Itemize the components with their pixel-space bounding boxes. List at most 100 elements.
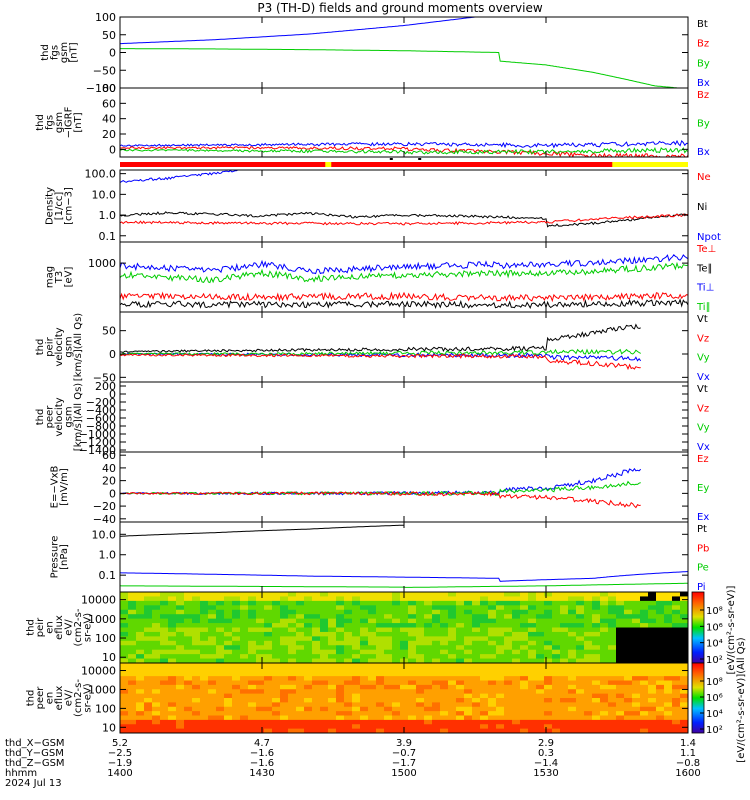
spectrogram-cell: [376, 640, 385, 646]
spectrogram-cell: [144, 663, 153, 668]
spectrogram-cell: [160, 631, 169, 637]
spectrogram-cell: [544, 649, 553, 655]
spectrogram-cell: [248, 706, 257, 712]
spectrogram-cell: [608, 614, 617, 620]
spectrogram-cell: [344, 640, 353, 646]
spectrogram-cell: [128, 605, 137, 611]
spectrogram-cell: [376, 667, 385, 673]
spectrogram-cell: [552, 600, 561, 606]
spectrogram-cell: [616, 663, 625, 668]
spectrogram-cell: [640, 728, 649, 733]
spectrogram-cell: [400, 605, 409, 611]
spectrogram-cell: [576, 671, 585, 677]
spectrogram-cell: [416, 715, 425, 721]
spectrogram-cell: [272, 684, 281, 690]
spectrogram-cell: [136, 724, 145, 730]
spectrogram-cell: [144, 654, 153, 660]
spectrogram-cell: [408, 605, 417, 611]
spectrogram-cell: [568, 671, 577, 677]
spectrogram-cell: [368, 711, 377, 717]
spectrogram-cell: [384, 676, 393, 682]
spectrogram-cell: [672, 623, 681, 629]
spectrogram-cell: [664, 667, 673, 673]
spectrogram-cell: [664, 680, 673, 686]
spectrogram-cell: [576, 596, 585, 602]
y-tick-label: −200: [86, 396, 116, 409]
spectrogram-cell: [632, 609, 641, 615]
spectrogram-cell: [384, 623, 393, 629]
spectrogram-cell: [264, 600, 273, 606]
spectrogram-cell: [568, 592, 577, 598]
spectrogram-cell: [560, 667, 569, 673]
spectrogram-cell: [624, 627, 633, 633]
spectrogram-cell: [232, 654, 241, 660]
spectrogram-cell: [424, 711, 433, 717]
y-tick-label: 200: [95, 380, 116, 393]
spectrogram-cell: [528, 684, 537, 690]
spectrogram-cell: [168, 649, 177, 655]
spectrogram-cell: [496, 614, 505, 620]
spectrogram-cell: [616, 609, 625, 615]
spectrogram-cell: [248, 623, 257, 629]
spectrogram-cell: [368, 649, 377, 655]
spectrogram-cell: [192, 600, 201, 606]
spectrogram-cell: [368, 715, 377, 721]
spectrogram-cell: [616, 684, 625, 690]
spectrogram-cell: [632, 693, 641, 699]
spectrogram-cell: [648, 728, 657, 733]
spectrogram-cell: [352, 728, 361, 733]
spectrogram-cell: [368, 706, 377, 712]
spectrogram-cell: [264, 645, 273, 651]
spectrogram-cell: [240, 671, 249, 677]
spectrogram-cell: [240, 636, 249, 642]
spectrogram-cell: [232, 658, 241, 663]
spectrogram-cell: [208, 654, 217, 660]
spectrogram-cell: [432, 614, 441, 620]
spectrogram-cell: [120, 645, 129, 651]
spectrogram-cell: [128, 715, 137, 721]
spectrogram-cell: [432, 649, 441, 655]
spectrogram-cell: [352, 636, 361, 642]
spectrogram-cell: [120, 627, 129, 633]
spectrogram-cell: [568, 702, 577, 708]
spectrogram-cell: [256, 658, 265, 663]
spectrogram-cell: [168, 645, 177, 651]
spectrogram-cell: [520, 706, 529, 712]
spectrogram-cell: [368, 719, 377, 725]
spectrogram-cell: [152, 631, 161, 637]
spectrogram-cell: [240, 719, 249, 725]
spectrogram-cell: [328, 715, 337, 721]
spectrogram-cell: [464, 680, 473, 686]
spectrogram-cell: [296, 689, 305, 695]
spectrogram-cell: [576, 702, 585, 708]
spectrogram-cell: [600, 689, 609, 695]
spectrogram-cell: [120, 592, 129, 598]
spectrogram-cell: [336, 715, 345, 721]
spectrogram-cell: [384, 684, 393, 690]
series-group: [120, 323, 642, 371]
spectrogram-cell: [592, 596, 601, 602]
spectrogram-cell: [336, 680, 345, 686]
spectrogram-cell: [296, 592, 305, 598]
spectrogram-cell: [616, 605, 625, 611]
spectrogram-cell: [344, 654, 353, 660]
spectrogram-cell: [136, 663, 145, 668]
spectrogram-cell: [136, 693, 145, 699]
spectrogram-cell: [272, 698, 281, 703]
spectrogram-cell: [288, 693, 297, 699]
spectrogram-cell: [272, 728, 281, 733]
spectrogram-cell: [280, 680, 289, 686]
spectrogram-cell: [632, 640, 641, 646]
spectrogram-cell: [352, 618, 361, 624]
spectrogram-cell: [144, 724, 153, 730]
spectrogram-cell: [216, 649, 225, 655]
spectrogram-cell: [336, 627, 345, 633]
spectrogram-cell: [656, 671, 665, 677]
spectrogram-cell: [192, 631, 201, 637]
spectrogram-cell: [480, 715, 489, 721]
spectrogram-cell: [264, 605, 273, 611]
y-tick-label: 0: [109, 47, 116, 60]
spectrogram-cell: [520, 680, 529, 686]
spectrogram-cell: [432, 618, 441, 624]
spectrogram-cell: [248, 627, 257, 633]
